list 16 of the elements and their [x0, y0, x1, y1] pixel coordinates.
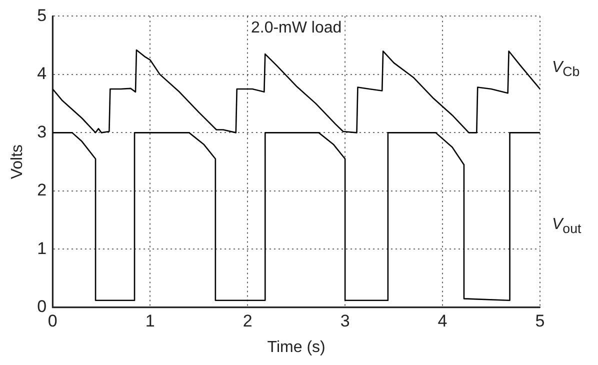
y-tick-label: 1: [37, 238, 47, 258]
y-tick-label: 2: [37, 180, 47, 200]
series-label: V$_{Cb}$: [552, 58, 580, 79]
annotation: 2.0-mW load: [250, 20, 342, 37]
y-tick-label: 3: [37, 122, 47, 142]
x-tick-label: 5: [535, 311, 545, 330]
text: V$_{out}$: [552, 216, 582, 236]
x-tick-label: 4: [438, 311, 448, 330]
x-axis-title: Time (s): [267, 338, 326, 356]
y-tick-label: 5: [37, 6, 47, 25]
x-tick-label: 1: [145, 311, 155, 330]
y-tick-label: 0: [37, 297, 47, 316]
x-tick-label: 3: [340, 311, 350, 330]
y-axis-title: Volts: [9, 144, 26, 180]
x-tick-label: 2: [242, 311, 252, 330]
y-tick-label: 4: [37, 64, 47, 84]
